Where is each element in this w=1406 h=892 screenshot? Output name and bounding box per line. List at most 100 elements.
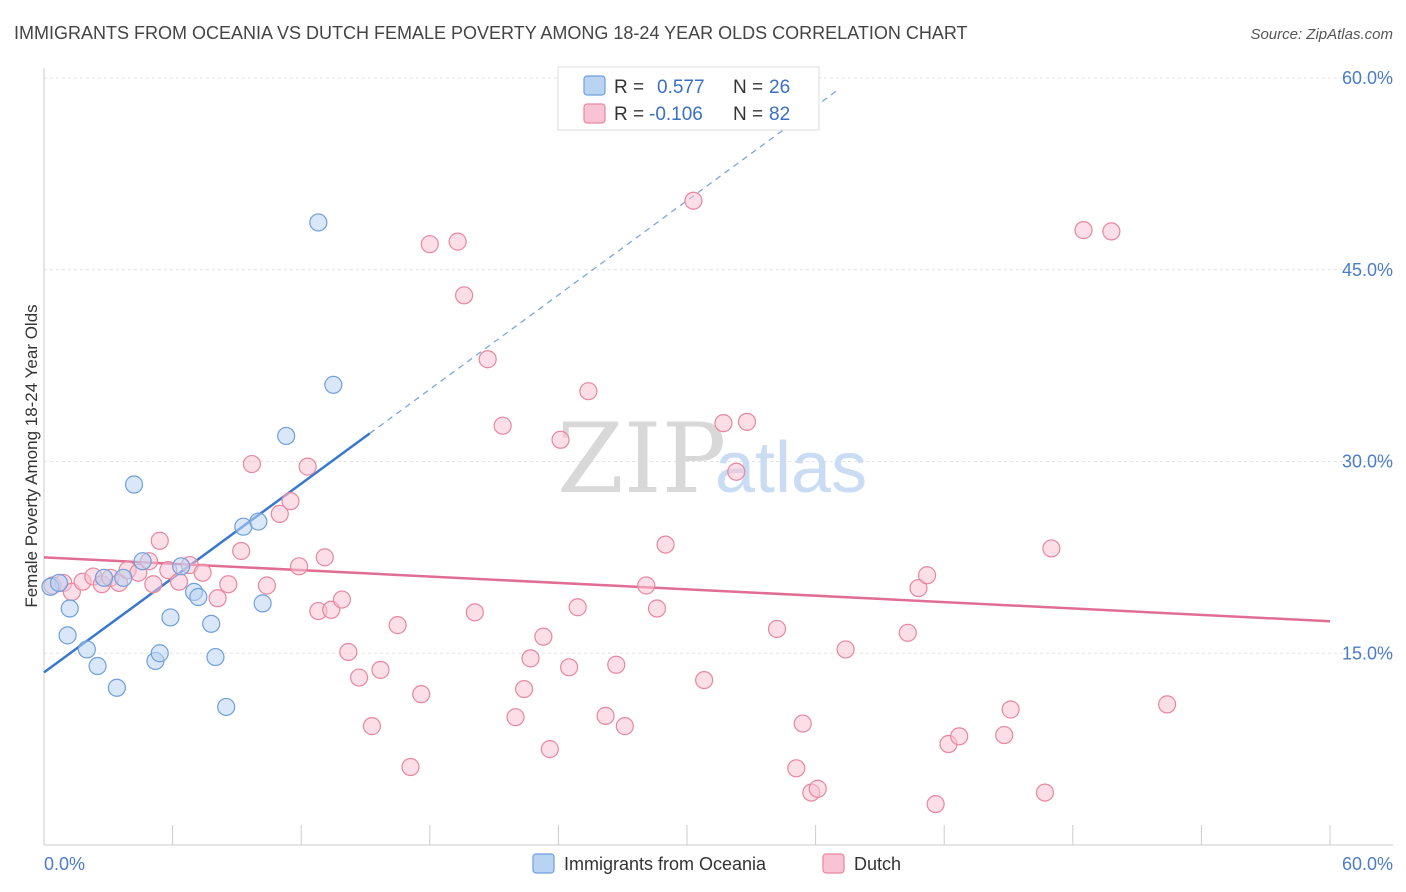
dutch-point-51 <box>607 655 626 674</box>
dutch-point-22 <box>281 492 300 511</box>
dutch-point-54 <box>647 599 667 618</box>
dutch-point-34 <box>412 685 431 704</box>
dutch-point-63 <box>793 714 812 733</box>
watermark: ZIP atlas <box>557 403 867 515</box>
dutch-point-57 <box>695 670 714 690</box>
oceania-trend-line <box>43 432 371 674</box>
dutch-point-36 <box>448 232 467 251</box>
legend-swatch-dutch <box>583 103 606 124</box>
dutch-point-62 <box>787 759 806 778</box>
dutch-point-42 <box>515 679 534 699</box>
oceania-point-6 <box>94 568 114 587</box>
dutch-point-66 <box>836 640 855 659</box>
oceania-point-12 <box>150 644 169 663</box>
dutch-point-53 <box>637 576 656 595</box>
legend-n-label-dutch: N = <box>733 104 763 125</box>
y-tick-label-1: 30.0% <box>1342 452 1393 472</box>
oceania-trend-extension <box>369 90 838 434</box>
series-swatch-dutch <box>822 853 845 874</box>
dutch-point-18 <box>232 541 251 561</box>
dutch-point-44 <box>534 627 553 646</box>
dutch-point-55 <box>656 535 675 554</box>
chart-title: IMMIGRANTS FROM OCEANIA VS DUTCH FEMALE … <box>14 23 968 43</box>
dutch-trend-line <box>43 556 1331 623</box>
oceania-point-10 <box>133 552 152 571</box>
dutch-point-76 <box>1042 539 1061 558</box>
series-legend: Immigrants from Oceania Dutch <box>532 853 901 874</box>
dutch-point-50 <box>596 706 615 725</box>
dutch-point-43 <box>521 649 540 668</box>
dutch-point-30 <box>362 717 382 736</box>
y-axis-label: Female Poverty Among 18-24 Year Olds <box>22 304 41 607</box>
dutch-point-39 <box>478 350 497 369</box>
legend-n-label-oceania: N = <box>733 77 763 98</box>
oceania-point-25 <box>324 375 343 394</box>
oceania-point-21 <box>249 512 268 531</box>
oceania-point-4 <box>77 640 96 659</box>
dutch-point-61 <box>767 619 787 639</box>
oceania-point-17 <box>202 614 221 633</box>
dutch-point-11 <box>150 531 169 550</box>
y-tick-label-2: 45.0% <box>1342 260 1393 280</box>
dutch-point-21 <box>270 504 289 524</box>
dutch-point-33 <box>401 757 420 777</box>
x-tick-min: 0.0% <box>44 854 85 874</box>
dutch-point-19 <box>242 454 262 474</box>
oceania-point-2 <box>60 599 79 618</box>
oceania-point-14 <box>172 557 191 576</box>
dutch-point-80 <box>315 548 334 567</box>
dutch-point-13 <box>169 572 189 591</box>
legend-swatch-oceania <box>583 75 606 96</box>
trend-lines <box>43 90 1331 674</box>
series-label-dutch: Dutch <box>854 854 901 874</box>
dutch-point-23 <box>289 557 309 576</box>
dutch-point-45 <box>540 740 559 759</box>
dutch-point-28 <box>339 642 358 662</box>
dutch-point-17 <box>219 575 238 594</box>
dutch-point-79 <box>1158 695 1177 714</box>
oceania-point-13 <box>161 608 180 627</box>
y-tick-labels: 15.0% 30.0% 45.0% 60.0% <box>1342 68 1393 663</box>
oceania-point-24 <box>309 213 328 232</box>
dutch-point-74 <box>1001 700 1020 719</box>
dutch-point-20 <box>257 576 277 595</box>
dutch-point-32 <box>388 616 407 635</box>
oceania-points <box>41 213 343 717</box>
oceania-point-18 <box>206 647 225 667</box>
dutch-point-73 <box>995 725 1014 745</box>
legend-n-value-dutch: 82 <box>769 104 790 125</box>
oceania-point-19 <box>217 697 236 717</box>
legend-r-label-dutch: R = <box>614 104 644 125</box>
dutch-point-38 <box>465 603 484 622</box>
dutch-point-60 <box>737 412 757 431</box>
legend-n-value-oceania: 26 <box>769 77 790 98</box>
axes <box>43 68 1393 846</box>
dutch-point-78 <box>1102 222 1121 241</box>
legend-r-value-oceania: 0.577 <box>657 77 705 98</box>
dutch-point-52 <box>615 717 634 736</box>
dutch-point-29 <box>349 668 369 687</box>
dutch-point-69 <box>917 566 937 585</box>
oceania-point-1 <box>49 573 69 593</box>
dutch-point-49 <box>579 382 598 401</box>
oceania-point-3 <box>58 626 77 645</box>
x-tick-max: 60.0% <box>1342 854 1393 874</box>
oceania-point-9 <box>124 475 144 494</box>
oceania-point-23 <box>277 426 296 446</box>
dutch-point-67 <box>898 623 917 642</box>
dutch-point-27 <box>332 590 352 609</box>
y-tick-label-3: 60.0% <box>1342 68 1393 88</box>
dutch-point-48 <box>568 598 587 617</box>
dutch-point-59 <box>727 462 746 481</box>
dutch-point-37 <box>454 286 474 305</box>
oceania-point-22 <box>253 594 272 613</box>
source-label: Source: ZipAtlas.com <box>1250 26 1393 43</box>
oceania-point-5 <box>88 656 107 676</box>
dutch-point-75 <box>1035 783 1055 802</box>
dutch-point-65 <box>808 779 827 798</box>
dutch-point-41 <box>506 708 525 727</box>
dutch-point-46 <box>551 430 570 449</box>
oceania-point-16 <box>189 587 208 607</box>
watermark-zip: ZIP <box>557 403 726 515</box>
